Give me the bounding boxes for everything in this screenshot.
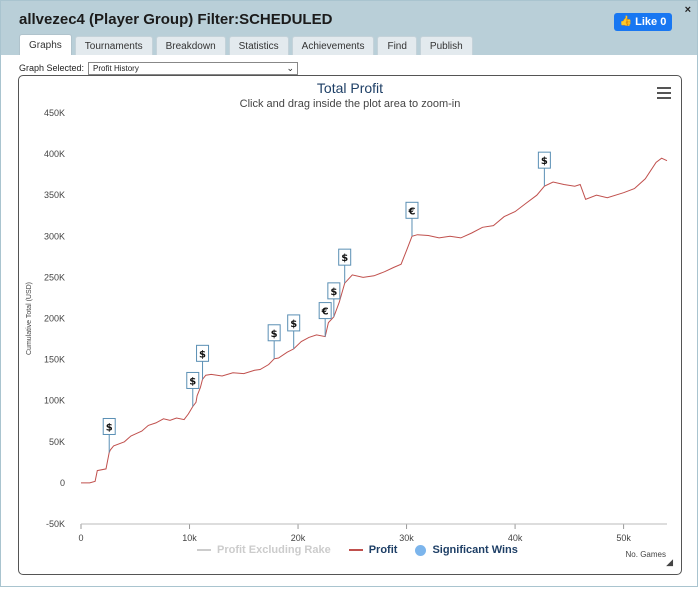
facebook-like-button[interactable]: 👍 Like 0 <box>614 13 672 31</box>
y-tick-label: 350K <box>44 190 65 200</box>
hamburger-menu-icon[interactable] <box>657 87 671 102</box>
tab-find[interactable]: Find <box>377 36 417 55</box>
significant-win-symbol: € <box>321 307 329 318</box>
x-tick-label: 30k <box>399 533 414 543</box>
y-tick-label: 150K <box>44 355 65 365</box>
graph-select-label: Graph Selected: <box>19 63 85 73</box>
tab-publish[interactable]: Publish <box>419 36 473 55</box>
legend-item-significant-wins[interactable]: Significant Wins <box>415 544 518 556</box>
tab-graphs[interactable]: Graphs <box>19 34 72 55</box>
profit-chart[interactable]: -50K 0 50K 100K 150K 200K 250K 300K 350K 400K 450K… <box>19 76 681 574</box>
legend-label-significant-wins: Significant Wins <box>432 544 518 556</box>
graph-select-dropdown[interactable]: Profit History ⌄ <box>88 61 299 75</box>
graph-select-value: Profit History <box>93 63 139 73</box>
chart-title: Total Profit <box>316 80 384 96</box>
significant-win-symbol: € <box>407 206 415 217</box>
x-tick-label: 0 <box>78 533 83 543</box>
legend-line-icon <box>197 549 211 551</box>
chart-subtitle: Click and drag inside the plot area to z… <box>239 98 461 110</box>
legend-label-excluding-rake: Profit Excluding Rake <box>217 544 331 556</box>
y-tick-label: 300K <box>44 231 65 241</box>
tab-breakdown[interactable]: Breakdown <box>155 36 226 55</box>
y-tick-label: 450K <box>44 108 65 118</box>
significant-win-flag[interactable] <box>338 248 352 266</box>
significant-win-flag[interactable] <box>196 344 210 362</box>
y-tick-label: 0 <box>60 478 65 488</box>
x-axis-label: No. Games <box>626 550 666 559</box>
y-tick-label: 50K <box>49 437 65 447</box>
x-tick-label: 10k <box>182 533 197 543</box>
x-tick-label: 50k <box>616 533 631 543</box>
legend-item-profit-excluding-rake[interactable]: Profit Excluding Rake <box>197 544 331 556</box>
y-tick-label: 100K <box>44 396 65 406</box>
significant-win-flag[interactable] <box>318 302 332 320</box>
significant-win-flag[interactable] <box>102 417 116 435</box>
significant-win-flag[interactable] <box>405 201 419 219</box>
like-label: Like 0 <box>635 16 667 28</box>
significant-win-symbol: $ <box>271 329 278 340</box>
x-tick-label: 40k <box>508 533 523 543</box>
significant-win-symbol: $ <box>341 253 348 264</box>
window-title: allvezec4 (Player Group) Filter:SCHEDULE… <box>19 11 333 28</box>
y-tick-label: 250K <box>44 272 65 282</box>
significant-win-flag[interactable] <box>287 314 301 332</box>
graph-select-row: Graph Selected: Profit History ⌄ <box>19 61 299 75</box>
chevron-down-icon: ⌄ <box>286 62 295 73</box>
y-tick-label: 400K <box>44 149 65 159</box>
legend-dot-icon <box>415 544 427 556</box>
y-tick-label: 200K <box>44 314 65 324</box>
close-icon[interactable]: × <box>684 4 691 16</box>
significant-win-symbol: $ <box>189 376 196 387</box>
significant-win-symbol: $ <box>290 319 297 330</box>
y-axis-label: Cumulative Total (USD) <box>26 282 33 355</box>
significant-win-flag[interactable] <box>327 282 341 300</box>
significant-win-symbol: $ <box>199 349 206 360</box>
title-bar: allvezec4 (Player Group) Filter:SCHEDULE… <box>1 1 697 55</box>
legend-item-profit[interactable]: Profit <box>348 544 398 556</box>
significant-win-flag[interactable] <box>186 371 200 389</box>
chart-panel[interactable]: Total Profit Click and drag inside the p… <box>18 75 682 575</box>
y-tick-label: -50K <box>46 519 65 529</box>
significant-win-symbol: $ <box>541 156 548 167</box>
significant-win-symbol: $ <box>106 422 113 433</box>
legend-label-profit: Profit <box>368 544 398 556</box>
tab-bar: Graphs Tournaments Breakdown Statistics … <box>19 34 473 55</box>
legend-line-icon <box>348 549 363 551</box>
tab-achievements[interactable]: Achievements <box>291 36 375 55</box>
chart-legend: Profit Excluding Rake Profit Significant… <box>197 544 518 556</box>
significant-win-flag[interactable] <box>267 324 281 342</box>
resize-handle-icon[interactable]: ◢ <box>666 557 673 567</box>
significant-win-flag[interactable] <box>537 151 551 169</box>
tab-tournaments[interactable]: Tournaments <box>74 36 153 55</box>
x-tick-label: 20k <box>291 533 306 543</box>
series-line-profit[interactable] <box>81 157 668 484</box>
significant-win-symbol: $ <box>330 287 337 298</box>
tab-statistics[interactable]: Statistics <box>228 36 289 55</box>
thumbs-up-icon: 👍 <box>619 16 633 27</box>
